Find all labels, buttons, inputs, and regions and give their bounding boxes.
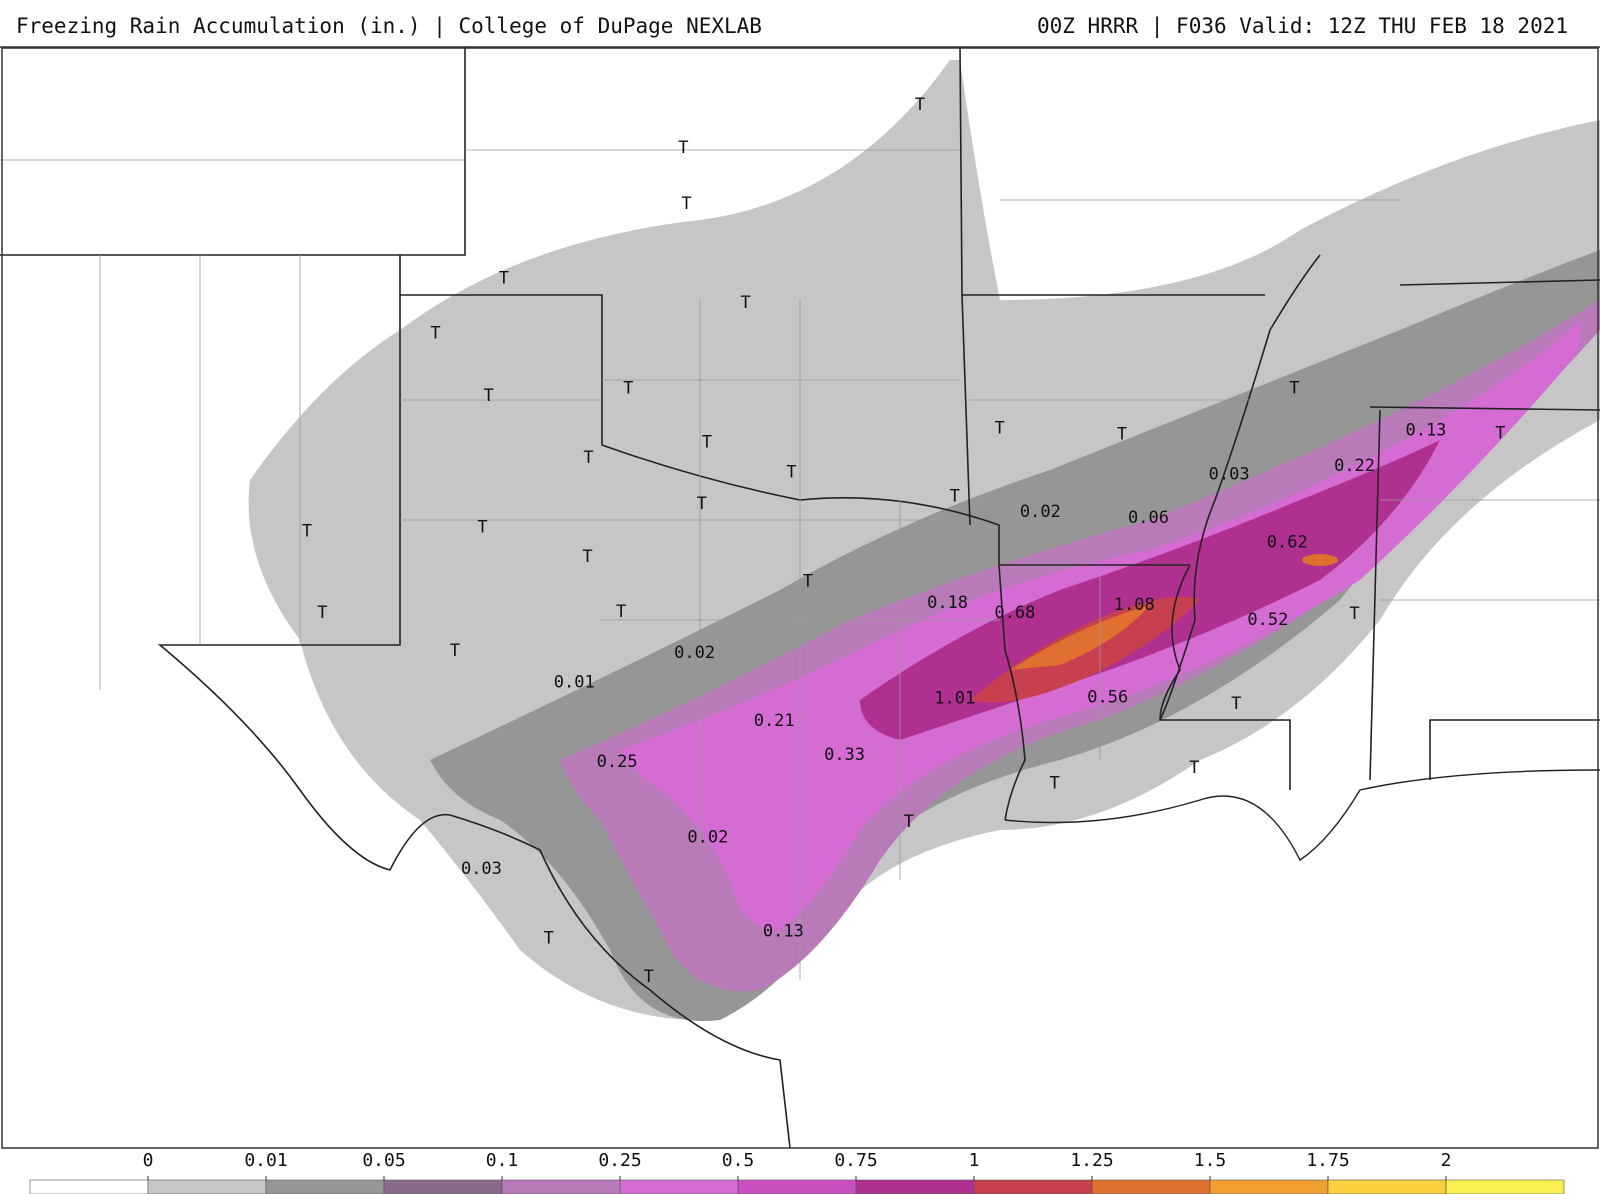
colorbar-swatch	[265, 1179, 385, 1194]
map-label: T	[1231, 694, 1241, 714]
colorbar-tick-label: 2	[1441, 1150, 1452, 1171]
colorbar-tick-label: 1.5	[1194, 1150, 1227, 1171]
map-label: 0.02	[1020, 502, 1061, 522]
map-label: T	[644, 967, 654, 987]
colorbar-swatch	[501, 1179, 621, 1194]
map-label: 0.52	[1247, 610, 1288, 630]
map-label: T	[803, 571, 813, 591]
map-label: 0.03	[1209, 464, 1250, 484]
colorbar-swatch	[383, 1179, 503, 1194]
colorbar-tick-label: 1.75	[1306, 1150, 1349, 1171]
map-label: T	[1289, 379, 1299, 399]
colorbar-swatch	[1091, 1179, 1211, 1194]
map-label: T	[483, 386, 493, 406]
map-label: 1.08	[1114, 595, 1155, 615]
map-label: T	[697, 494, 707, 514]
map-label: T	[994, 418, 1004, 438]
map-label: T	[1117, 425, 1127, 445]
map-label: 0.18	[927, 593, 968, 613]
colorbar-swatch	[1445, 1179, 1565, 1194]
map-label: T	[1050, 773, 1060, 793]
map-label: 0.68	[994, 603, 1035, 623]
precip-field	[248, 60, 1600, 1022]
colorbar-tick-label: 0.75	[834, 1150, 877, 1171]
map-label: T	[317, 603, 327, 623]
colorbar-tick-label: 0.25	[598, 1150, 641, 1171]
map-label: 1.01	[934, 689, 975, 709]
map-label: T	[582, 547, 592, 567]
boundaries	[0, 46, 1600, 1149]
colorbar-tick-label: 0.05	[362, 1150, 405, 1171]
header-left: Freezing Rain Accumulation (in.) | Colle…	[16, 14, 762, 39]
map-label: T	[544, 928, 554, 948]
map-label: 0.02	[674, 643, 715, 663]
map-label: T	[904, 812, 914, 832]
map-label: T	[915, 95, 925, 115]
map-label: T	[499, 268, 509, 288]
map-label: T	[1189, 758, 1199, 778]
map-label: 0.56	[1087, 688, 1128, 708]
colorbar-tick-label: 1.25	[1070, 1150, 1113, 1171]
map-label: T	[302, 521, 312, 541]
colorbar-tick-label: 0.1	[486, 1150, 519, 1171]
header-right: 00Z HRRR | F036 Valid: 12Z THU FEB 18 20…	[1037, 14, 1568, 39]
map-label: T	[623, 379, 633, 399]
map-label: 0.02	[687, 827, 728, 847]
map-label: 0.13	[1405, 420, 1446, 440]
map-label: T	[1495, 424, 1505, 444]
colorbar-swatch	[973, 1179, 1093, 1194]
map-label: T	[430, 324, 440, 344]
colorbar-tick-label: 0	[143, 1150, 154, 1171]
map-label: T	[450, 641, 460, 661]
map-label: 0.13	[763, 921, 804, 941]
map-label: 0.21	[754, 711, 795, 731]
map-label: 0.25	[597, 752, 638, 772]
map-label: T	[740, 293, 750, 313]
colorbar-swatch	[147, 1179, 267, 1194]
colorbar-swatch	[1209, 1179, 1329, 1194]
colorbar-swatch	[1327, 1179, 1447, 1194]
map-label: 0.62	[1267, 533, 1308, 553]
colorbar-tick-label: 1	[969, 1150, 980, 1171]
map-label: 0.06	[1128, 508, 1169, 528]
colorbar-swatch	[29, 1179, 149, 1194]
map-label: T	[583, 448, 593, 468]
map-label: 0.22	[1334, 456, 1375, 476]
colorbar-tick-label: 0.5	[722, 1150, 755, 1171]
map-label: T	[702, 433, 712, 453]
label-layer: 0.13 0.22 0.03 0.06 0.02 0.62 0.18 0.68 1.08 0.52…	[302, 95, 1506, 987]
colorbar-swatch	[855, 1179, 975, 1194]
map-label: T	[786, 462, 796, 482]
map-label: T	[950, 487, 960, 507]
colorbar: 0 0.01 0.05 0.1 0.25 0.5 0.75 1 1.25 1.5 1.75 2	[29, 1150, 1565, 1194]
map-label: 0.03	[461, 859, 502, 879]
colorbar-tick-label: 0.01	[244, 1150, 287, 1171]
map-label: T	[1349, 604, 1359, 624]
colorbar-swatch	[619, 1179, 739, 1194]
map-frame	[1, 47, 1599, 1149]
map-label: 0.33	[824, 745, 865, 765]
colorbar-swatch	[737, 1179, 857, 1194]
map-label: 0.01	[554, 672, 595, 692]
map-label: T	[477, 517, 487, 537]
map-label: T	[678, 138, 688, 158]
map-label: T	[681, 194, 691, 214]
map-label: T	[616, 602, 626, 622]
